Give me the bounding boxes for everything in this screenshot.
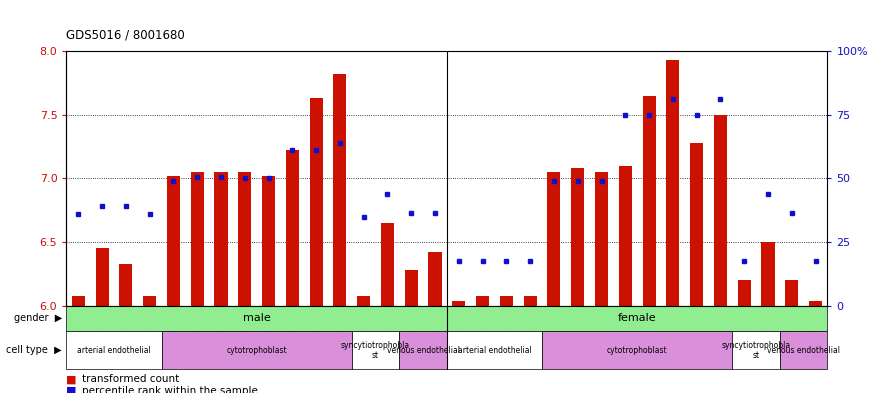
Bar (190, 172, 204, 306)
Bar (214, 172, 227, 306)
Bar (161, 331, 352, 369)
Bar (548, 172, 560, 306)
Bar (761, 242, 774, 306)
Text: cell type  ▶: cell type ▶ (6, 345, 62, 355)
Bar (404, 270, 418, 306)
Bar (619, 166, 632, 306)
Bar (690, 143, 704, 306)
Text: arterial endothelial: arterial endothelial (77, 346, 150, 355)
Bar (447, 306, 827, 331)
Bar (780, 331, 827, 369)
Bar (571, 168, 584, 306)
Text: cytotrophoblast: cytotrophoblast (607, 346, 667, 355)
Text: venous endothelial: venous endothelial (767, 346, 840, 355)
Bar (428, 252, 442, 306)
Text: female: female (618, 314, 657, 323)
Text: male: male (242, 314, 271, 323)
Bar (595, 172, 608, 306)
Bar (72, 296, 85, 306)
Bar (447, 331, 543, 369)
Bar (452, 301, 466, 306)
Bar (809, 301, 822, 306)
Text: ■: ■ (66, 374, 77, 384)
Bar (524, 296, 536, 306)
Bar (714, 115, 727, 306)
Bar (476, 296, 489, 306)
Bar (542, 331, 733, 369)
Bar (286, 151, 299, 306)
Bar (785, 280, 798, 306)
Bar (238, 172, 251, 306)
Text: syncytiotrophobla
st: syncytiotrophobla st (341, 341, 410, 360)
Text: GDS5016 / 8001680: GDS5016 / 8001680 (66, 28, 185, 41)
Bar (352, 331, 399, 369)
Bar (358, 296, 370, 306)
Text: syncytiotrophobla
st: syncytiotrophobla st (721, 341, 790, 360)
Text: gender  ▶: gender ▶ (13, 314, 62, 323)
Bar (66, 306, 447, 331)
Bar (66, 331, 161, 369)
Text: ■: ■ (66, 386, 77, 393)
Bar (143, 296, 156, 306)
Text: percentile rank within the sample: percentile rank within the sample (82, 386, 258, 393)
Bar (733, 331, 780, 369)
Text: arterial endothelial: arterial endothelial (458, 346, 531, 355)
Bar (643, 95, 656, 306)
Text: cytotrophoblast: cytotrophoblast (227, 346, 287, 355)
Bar (334, 74, 346, 306)
Text: venous endothelial: venous endothelial (387, 346, 459, 355)
Bar (310, 98, 323, 306)
Bar (738, 280, 750, 306)
Bar (500, 296, 513, 306)
Bar (381, 223, 394, 306)
Bar (167, 176, 180, 306)
Bar (262, 176, 275, 306)
Text: transformed count: transformed count (82, 374, 180, 384)
Bar (399, 331, 447, 369)
Bar (119, 264, 133, 306)
Bar (96, 248, 109, 306)
Bar (666, 60, 680, 306)
